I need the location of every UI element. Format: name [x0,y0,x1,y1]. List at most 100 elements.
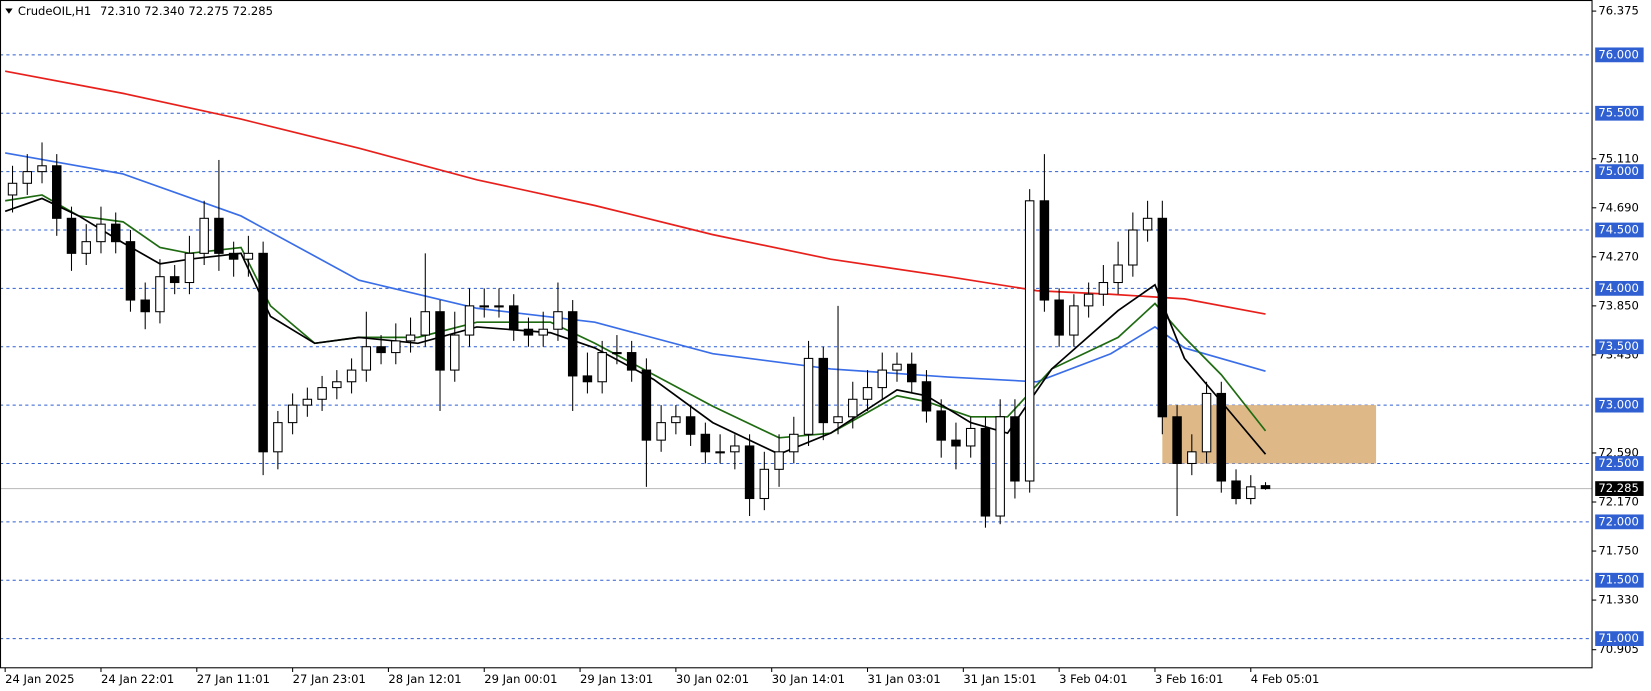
candle-body [199,217,209,254]
current-price-label: 72.285 [1598,481,1638,495]
candle-body [1010,416,1020,482]
level-label-box [1595,514,1644,530]
current-price-box [1595,481,1644,496]
candle-body [1069,305,1079,336]
candle-body [287,404,298,424]
candles [7,142,1271,528]
candle-body [744,445,755,500]
candle-body [995,416,1005,517]
candle-body [1246,486,1256,500]
candle-body [1128,229,1138,266]
y-tick-label: 74.270 [1598,249,1638,263]
candle-body [52,165,62,219]
candle-body [243,252,254,260]
candle-body [391,340,401,354]
candle-body [685,416,696,435]
ma-line [5,194,1267,439]
level-label: 74.000 [1598,281,1638,295]
candle-body [1216,392,1227,482]
candle-body [140,299,150,313]
candle-body [877,369,887,389]
candle-body [1142,217,1153,231]
ma-line [4,197,1267,456]
candle-body [22,171,33,184]
candle-body [508,305,519,330]
candle-body [597,352,607,383]
level-label: 73.500 [1598,339,1638,353]
zone-layer [1162,405,1377,464]
x-tick-label: 24 Jan 2025 [5,672,74,686]
ma-line [5,70,1266,315]
candle-body [405,334,416,342]
x-tick-label: 31 Jan 15:01 [963,672,1036,686]
quote: 72.310 72.340 72.275 72.285 [100,4,273,18]
candle-body [730,445,740,453]
level-label: 75.500 [1598,106,1638,120]
level-label: 72.000 [1598,514,1638,528]
candle-body [464,305,475,336]
candle-body [921,381,932,412]
candle-body [228,252,239,260]
candle-body [538,328,548,336]
candle-body [612,352,622,355]
candle-body [818,357,829,424]
candle-body [833,416,843,424]
candle-body [376,346,386,354]
candle-body [1201,392,1212,453]
candle-body [1054,299,1064,336]
candle-body [567,311,578,377]
level-label: 72.500 [1598,456,1638,470]
y-tick-label: 72.170 [1598,495,1638,509]
y-tick-label: 71.330 [1598,593,1638,607]
candle-body [479,305,489,308]
symbol: CrudeOIL,H1 [18,4,91,18]
candle-body [494,305,504,308]
x-tick-label: 3 Feb 04:01 [1059,672,1128,686]
candle-body [951,439,961,447]
candle-body [1039,200,1050,301]
candle-body [66,217,77,254]
candle-body [906,363,917,383]
y-tick-label: 72.590 [1598,445,1638,459]
x-tick-label: 3 Feb 16:01 [1155,672,1224,686]
x-tick-label: 28 Jan 12:01 [388,672,461,686]
level-label-box [1595,280,1644,296]
candle-body [803,357,814,435]
x-tick-label: 24 Jan 22:01 [101,672,174,686]
candle-body [273,422,283,453]
candle-body [1098,281,1109,295]
candle-body [789,433,799,453]
x-tick-label: 27 Jan 23:01 [293,672,366,686]
candle-body [184,252,195,284]
candle-body [980,427,991,517]
candle-body [1024,200,1035,482]
x-tick-label: 29 Jan 13:01 [580,672,653,686]
x-tick-label: 29 Jan 00:01 [484,672,557,686]
candle-body [582,375,593,383]
level-label-box [1595,222,1644,238]
candle-body [125,241,136,301]
candle-body [1157,217,1168,418]
level-label: 73.000 [1598,398,1638,412]
candle-body [523,328,534,336]
candle-body [965,427,976,447]
candle-body [892,363,902,371]
candle-body [656,422,666,441]
candle-body [361,346,372,371]
level-label-box [1595,572,1644,588]
candle-body [332,381,342,389]
y-tick-label: 75.110 [1598,151,1638,165]
candle-body [1187,451,1197,465]
x-tick-label: 30 Jan 02:01 [676,672,749,686]
candle-body [450,334,460,371]
level-label: 74.500 [1598,222,1638,236]
candle-body [1083,293,1094,307]
x-tick-label: 31 Jan 03:01 [868,672,941,686]
candle-body [1231,480,1241,500]
level-label: 71.000 [1598,631,1638,645]
candle-body [435,311,445,371]
x-tick-label: 4 Feb 05:01 [1251,672,1320,686]
candle-body [110,223,121,243]
